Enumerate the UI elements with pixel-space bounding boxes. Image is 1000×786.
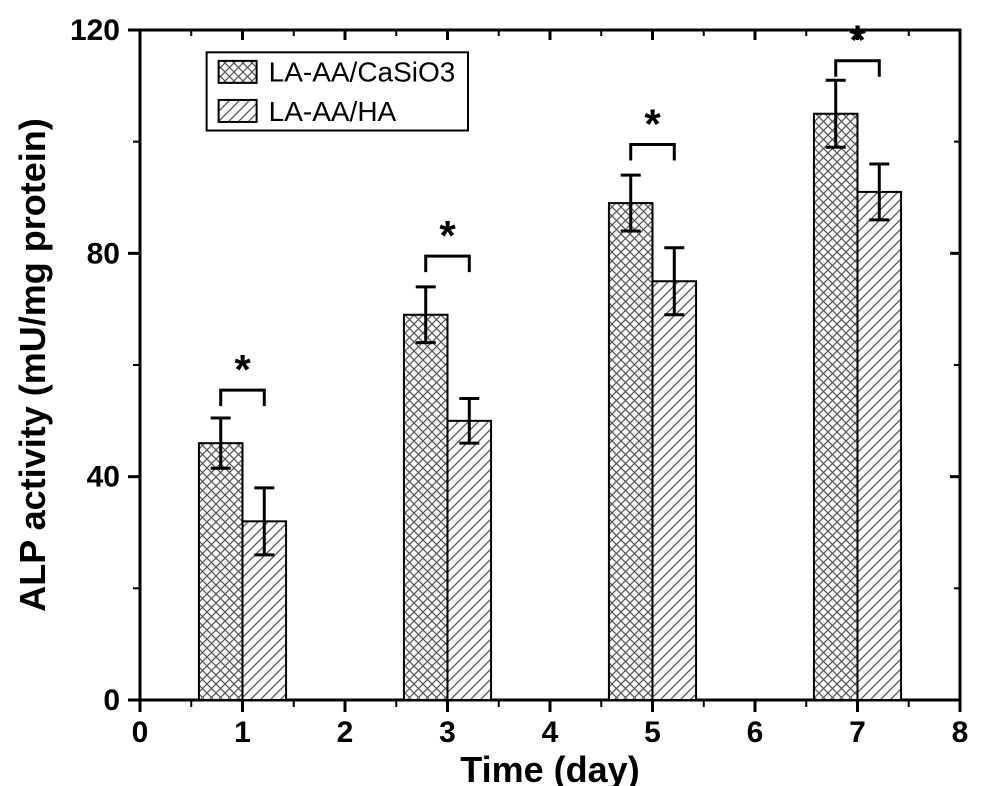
x-tick-label: 4 bbox=[542, 716, 559, 749]
y-tick-label: 40 bbox=[87, 461, 120, 494]
bar-casio3 bbox=[199, 443, 243, 700]
bar-ha bbox=[653, 281, 697, 700]
significance-star: * bbox=[439, 212, 456, 259]
bar-casio3 bbox=[404, 315, 448, 700]
x-tick-label: 1 bbox=[234, 716, 251, 749]
x-tick-label: 7 bbox=[849, 716, 866, 749]
x-tick-label: 0 bbox=[132, 716, 149, 749]
x-tick-label: 5 bbox=[644, 716, 661, 749]
legend-label: LA-AA/HA bbox=[269, 96, 397, 127]
significance-star: * bbox=[234, 346, 251, 393]
bar-ha bbox=[448, 421, 492, 700]
y-axis-title: ALP activity (mU/mg protein) bbox=[12, 118, 53, 611]
significance-star: * bbox=[849, 17, 866, 64]
legend-swatch bbox=[219, 61, 257, 83]
y-tick-label: 80 bbox=[87, 237, 120, 270]
x-tick-label: 6 bbox=[747, 716, 764, 749]
alp-activity-bar-chart: 01234567804080120Time (day)ALP activity … bbox=[0, 0, 1000, 786]
bar-casio3 bbox=[609, 203, 653, 700]
y-tick-label: 120 bbox=[70, 14, 120, 47]
y-tick-label: 0 bbox=[103, 684, 120, 717]
bar-casio3 bbox=[814, 114, 858, 700]
x-tick-label: 2 bbox=[337, 716, 354, 749]
x-tick-label: 3 bbox=[439, 716, 456, 749]
legend-label: LA-AA/CaSiO3 bbox=[269, 57, 456, 88]
x-axis-title: Time (day) bbox=[460, 749, 639, 786]
legend-swatch bbox=[219, 100, 257, 122]
bar-ha bbox=[858, 192, 902, 700]
significance-star: * bbox=[644, 100, 661, 147]
x-tick-label: 8 bbox=[952, 716, 969, 749]
